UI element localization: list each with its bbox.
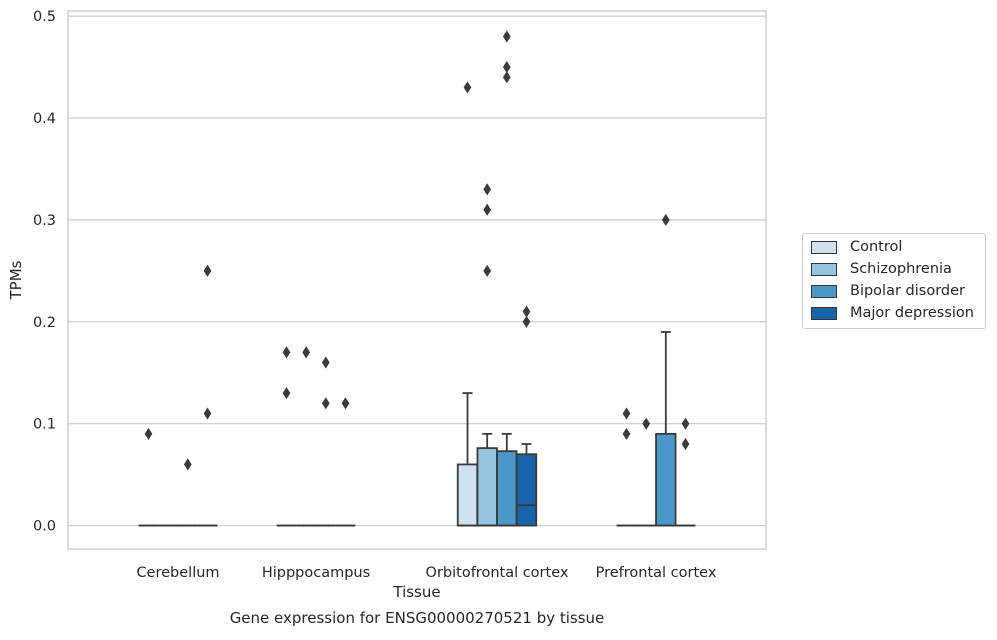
outlier-point (622, 427, 631, 440)
y-tick-label: 0.3 (33, 213, 56, 229)
outlier-point (522, 305, 531, 318)
box (496, 450, 518, 527)
legend-label-control: Control (850, 239, 903, 255)
box (476, 447, 498, 527)
outlier-point (282, 346, 291, 359)
outlier-point (642, 417, 651, 430)
y-tick-label: 0.4 (33, 111, 56, 127)
plot-frame (67, 10, 767, 550)
legend-swatch-bipolar-disorder (811, 284, 837, 298)
outlier-point (483, 203, 492, 216)
outlier-point (203, 264, 212, 277)
legend-item-schizophrenia: Schizophrenia (811, 259, 952, 279)
legend-swatch-control (811, 240, 837, 254)
box (456, 463, 479, 527)
x-tick-label: Orbitofrontal cortex (426, 565, 569, 581)
x-tick-label: Cerebellum (136, 565, 219, 581)
y-axis-label: TPMs (7, 260, 25, 300)
outlier-point (681, 417, 690, 430)
outlier-point (463, 81, 472, 94)
x-tick-label: Hipppocampus (262, 565, 370, 581)
outlier-point (483, 183, 492, 196)
outlier-point (144, 427, 153, 440)
outlier-point (522, 315, 531, 328)
outlier-point (483, 264, 492, 277)
x-axis-label: Tissue (392, 583, 440, 601)
legend-label-major-depression: Major depression (850, 305, 974, 321)
outlier-point (502, 30, 511, 43)
legend-item-control: Control (811, 237, 902, 257)
outlier-point (203, 407, 212, 420)
outlier-point (341, 397, 350, 410)
outlier-point (661, 213, 670, 226)
y-tick-label: 0.0 (33, 519, 56, 535)
legend-swatch-schizophrenia (811, 262, 837, 276)
legend-label-schizophrenia: Schizophrenia (850, 261, 952, 277)
outlier-point (681, 437, 690, 451)
outlier-point (282, 387, 291, 400)
chart-title: Gene expression for ENSG00000270521 by t… (230, 609, 605, 627)
legend-item-major-depression: Major depression (811, 303, 974, 323)
legend: Control Schizophrenia Bipolar disorder M… (802, 233, 986, 329)
y-tick-label: 0.5 (33, 9, 56, 25)
outlier-point (502, 71, 511, 84)
x-tick-label: Prefrontal cortex (596, 565, 717, 581)
outlier-point (321, 356, 330, 369)
outlier-point (622, 407, 631, 420)
outlier-point (302, 346, 311, 359)
legend-item-bipolar-disorder: Bipolar disorder (811, 281, 965, 301)
outlier-point (183, 458, 192, 471)
outlier-point (321, 397, 330, 410)
outlier-point (502, 60, 511, 74)
legend-swatch-major-depression (811, 306, 837, 320)
box (655, 432, 677, 527)
legend-label-bipolar-disorder: Bipolar disorder (850, 283, 965, 299)
y-tick-label: 0.1 (33, 417, 56, 433)
y-tick-label: 0.2 (33, 315, 56, 331)
box (515, 453, 538, 527)
